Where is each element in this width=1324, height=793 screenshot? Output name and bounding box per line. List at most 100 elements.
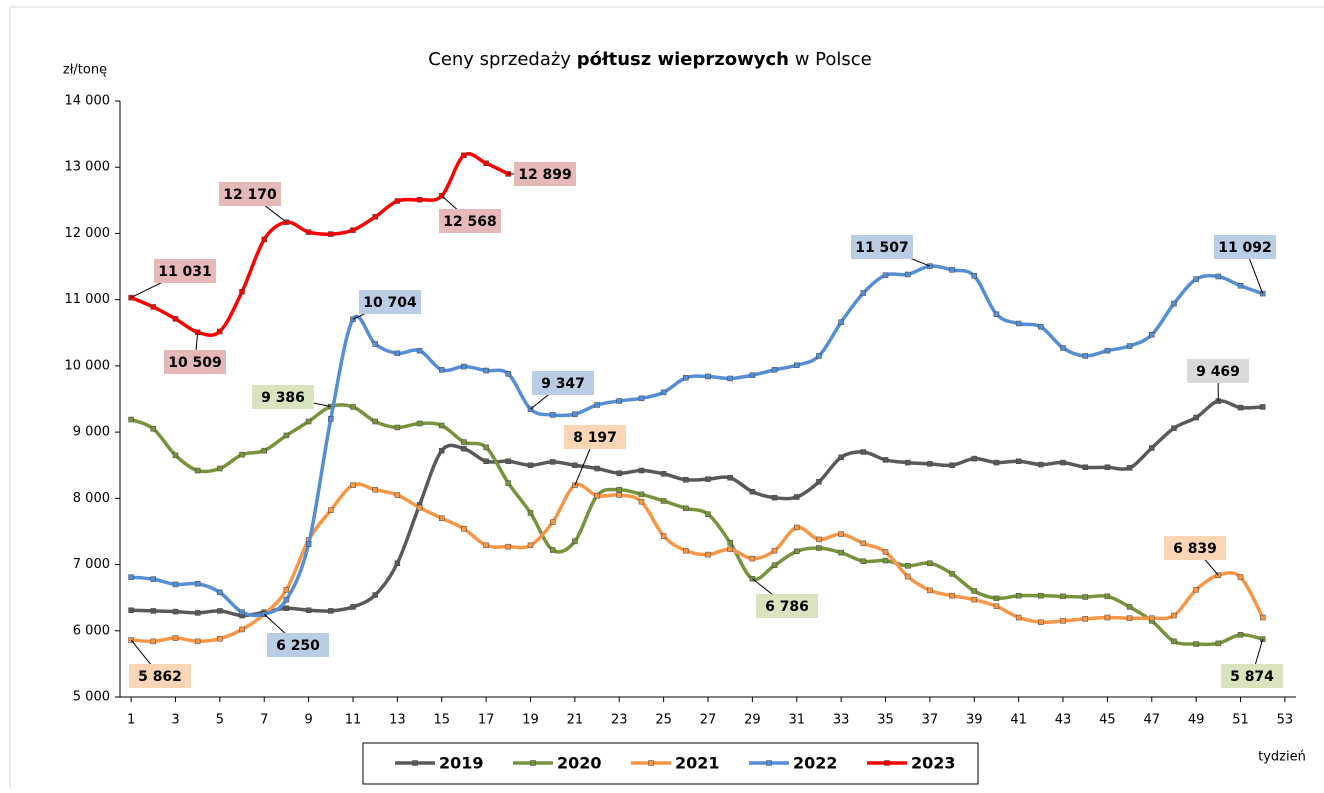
point-marker (173, 316, 178, 321)
point-marker (217, 590, 222, 595)
point-marker (794, 495, 799, 500)
point-marker (661, 471, 666, 476)
point-marker (484, 459, 489, 464)
point-marker (395, 425, 400, 430)
y-tick-label: 12 000 (65, 226, 111, 241)
point-marker (661, 498, 666, 503)
point-marker (861, 449, 866, 454)
point-marker (1194, 587, 1199, 592)
point-marker (195, 610, 200, 615)
point-marker (240, 289, 245, 294)
data-label: 11 507 (855, 240, 909, 256)
legend-label: 2019 (439, 754, 484, 773)
x-tick-label: 1 (127, 713, 135, 728)
point-marker (861, 291, 866, 296)
point-marker (373, 593, 378, 598)
point-marker (129, 417, 134, 422)
point-marker (284, 597, 289, 602)
point-marker (972, 597, 977, 602)
point-marker (373, 419, 378, 424)
point-marker (1194, 642, 1199, 647)
point-marker (839, 532, 844, 537)
point-marker (195, 581, 200, 586)
point-marker (217, 636, 222, 641)
data-label: 10 509 (168, 355, 222, 371)
x-tick-label: 23 (611, 713, 628, 728)
point-marker (506, 544, 511, 549)
point-marker (883, 273, 888, 278)
point-marker (639, 499, 644, 504)
point-marker (595, 402, 600, 407)
x-tick-label: 17 (478, 713, 495, 728)
point-marker (772, 548, 777, 553)
y-tick-label: 7 000 (73, 557, 110, 572)
point-marker (1105, 594, 1110, 599)
point-marker (1238, 283, 1243, 288)
point-marker (617, 487, 622, 492)
point-marker (1105, 348, 1110, 353)
point-marker (617, 398, 622, 403)
point-marker (373, 342, 378, 347)
x-tick-label: 45 (1099, 713, 1116, 728)
point-marker (1105, 465, 1110, 470)
point-marker (927, 588, 932, 593)
point-marker (550, 412, 555, 417)
x-tick-label: 53 (1277, 713, 1294, 728)
data-label: 6 250 (276, 638, 320, 654)
x-tick-label: 29 (744, 713, 761, 728)
point-marker (1061, 594, 1066, 599)
point-marker (772, 563, 777, 568)
point-marker (1127, 616, 1132, 621)
title-part: Ceny sprzedaży (428, 49, 571, 70)
point-marker (861, 559, 866, 564)
y-axis-label: zł/tonę (63, 63, 107, 78)
point-marker (972, 273, 977, 278)
x-tick-label: 51 (1232, 713, 1249, 728)
point-marker (1016, 615, 1021, 620)
chart-title: Ceny sprzedaży półtusz wieprzowych w Pol… (428, 49, 871, 70)
point-marker (661, 390, 666, 395)
point-marker (706, 552, 711, 557)
point-marker (661, 534, 666, 539)
point-marker (173, 453, 178, 458)
x-tick-label: 13 (389, 713, 406, 728)
point-marker (1238, 575, 1243, 580)
data-label: 5 862 (138, 669, 182, 685)
legend-marker (885, 761, 890, 766)
point-marker (350, 604, 355, 609)
point-marker (572, 539, 577, 544)
point-marker (883, 457, 888, 462)
point-marker (750, 489, 755, 494)
point-marker (1216, 641, 1221, 646)
point-marker (195, 468, 200, 473)
data-label: 11 031 (158, 264, 212, 280)
point-marker (994, 604, 999, 609)
point-marker (1171, 426, 1176, 431)
y-tick-label: 8 000 (73, 491, 110, 506)
point-marker (439, 367, 444, 372)
point-marker (461, 446, 466, 451)
data-label: 9 386 (261, 390, 305, 406)
point-marker (883, 549, 888, 554)
title-part: półtusz wieprzowych (577, 49, 789, 70)
point-marker (151, 577, 156, 582)
point-marker (683, 477, 688, 482)
point-marker (328, 608, 333, 613)
x-tick-label: 27 (700, 713, 717, 728)
data-label: 6 839 (1173, 541, 1217, 557)
point-marker (484, 445, 489, 450)
point-marker (639, 492, 644, 497)
x-tick-label: 35 (877, 713, 894, 728)
point-marker (328, 416, 333, 421)
point-marker (728, 475, 733, 480)
point-marker (284, 606, 289, 611)
point-marker (306, 230, 311, 235)
point-marker (395, 493, 400, 498)
data-label: 9 347 (541, 376, 585, 392)
point-marker (905, 563, 910, 568)
point-marker (728, 376, 733, 381)
legend-marker (767, 761, 772, 766)
point-marker (484, 368, 489, 373)
y-tick-label: 10 000 (65, 358, 111, 373)
